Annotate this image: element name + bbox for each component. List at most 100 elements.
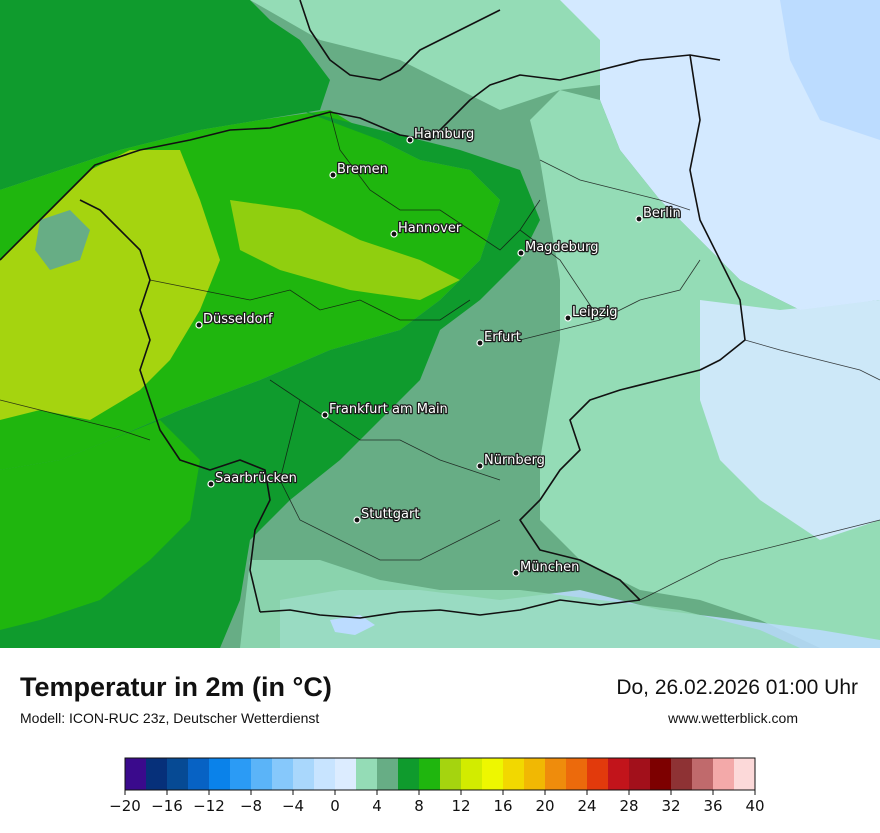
city-label-stuttgart: Stuttgart [361,507,419,522]
legend-swatch [461,758,483,790]
legend-swatch [251,758,273,790]
city-label-leipzig: Leipzig [572,305,618,320]
legend-swatch [167,758,189,790]
legend-tick-label: 32 [661,797,680,815]
city-label-berlin: Berlin [643,206,681,221]
city-dot-saarbr-cken [207,480,215,488]
footer: Temperatur in 2m (in °C) Modell: ICON-RU… [0,648,880,830]
region-lowlands-patch [230,200,460,300]
city-dot-n-rnberg [476,462,484,470]
legend-swatch [566,758,588,790]
legend-swatch [671,758,693,790]
city-dot-hannover [390,230,398,238]
city-dot-m-nchen [512,569,520,577]
legend-swatch [629,758,651,790]
city-label-hannover: Hannover [398,221,462,236]
legend-swatch [377,758,399,790]
legend-tick-label: 20 [535,797,554,815]
state-border-6 [519,229,601,321]
city-dot-d-sseldorf [195,321,203,329]
legend-swatch [356,758,378,790]
state-border-4 [279,399,501,561]
city-markers: Hamburg Bremen Berlin Hannover Magdeburg Düss… [195,126,682,577]
legend-tick-label: 8 [414,797,424,815]
coastline-denmark [299,0,501,81]
legend-tick-label: 36 [703,797,722,815]
border-west [79,199,271,613]
legend-swatch [650,758,672,790]
legend-tick-label: 12 [451,797,470,815]
city-label-d-sseldorf: Düsseldorf [203,312,273,327]
region-east-light [700,300,880,540]
state-border-10 [0,399,151,441]
city-dot-leipzig [564,314,572,322]
legend-swatch [440,758,462,790]
legend-swatch [545,758,567,790]
city-label-hamburg: Hamburg [414,127,474,142]
color-legend: −20 −16 −12 −8 −4 0 4 8 12 16 20 24 28 32 36 40 [0,748,880,828]
legend-tick-label: −8 [240,797,262,815]
city-label-frankfurt-am-main: Frankfurt am Main [329,402,448,417]
city-label-saarbr-cken: Saarbrücken [215,471,297,486]
legend-swatch [734,758,756,790]
model-info: Modell: ICON-RUC 23z, Deutscher Wetterdi… [20,710,320,726]
state-border-7 [539,159,691,211]
legend-tick-label: −4 [282,797,304,815]
map-title: Temperatur in 2m (in °C) [20,672,332,702]
legend-swatch [125,758,147,790]
legend-swatch [398,758,420,790]
legend-tick-label: 16 [493,797,512,815]
region-baltic-blue [780,0,880,140]
legend-swatch [188,758,210,790]
city-label-bremen: Bremen [337,162,388,177]
legend-swatch [419,758,441,790]
map-canvas: Hamburg Bremen Berlin Hannover Magdeburg Düss… [0,0,880,648]
legend-tick-label: 24 [577,797,596,815]
region-rhine-valley [0,420,200,630]
region-alps-mint [240,560,800,648]
legend-tick-label: 4 [372,797,382,815]
legend-tick-label: 28 [619,797,638,815]
city-dot-bremen [329,171,337,179]
legend-swatch [209,758,231,790]
state-border-1 [329,111,541,251]
city-dot-erfurt [476,339,484,347]
forecast-datetime: Do, 26.02.2026 01:00 Uhr [616,676,858,699]
borders [0,0,746,619]
city-label-magdeburg: Magdeburg [525,240,599,255]
city-label-n-rnberg: Nürnberg [484,453,545,468]
legend-swatch [335,758,357,790]
legend-tick-label: −12 [193,797,225,815]
legend-swatch [587,758,609,790]
legend-tick-label: 40 [745,797,764,815]
border-czech [519,369,701,601]
legend-tick-label: −20 [109,797,141,815]
legend-swatch [314,758,336,790]
legend-swatch [293,758,315,790]
city-dot-berlin [635,215,643,223]
region-north-sea [0,0,330,190]
legend-swatch [146,758,168,790]
legend-swatch [692,758,714,790]
legend-swatch [272,758,294,790]
state-border-2 [149,279,471,321]
legend-tick-label: 0 [330,797,340,815]
legend-swatch [713,758,735,790]
legend-frame [124,757,756,791]
lake-ijsselmeer [35,210,90,270]
legend-swatch [230,758,252,790]
coastline-north-sea [0,54,721,261]
border-south [259,599,641,619]
city-label-erfurt: Erfurt [484,330,521,345]
legend-swatch [503,758,525,790]
temperature-map[interactable]: Hamburg Bremen Berlin Hannover Magdeburg Düss… [0,0,880,648]
city-dot-stuttgart [353,516,361,524]
city-label-m-nchen: München [520,560,579,575]
legend-canvas: −20 −16 −12 −8 −4 0 4 8 12 16 20 24 28 32 36 40 [109,757,765,815]
legend-tick-label: −16 [151,797,183,815]
border-east [689,54,746,371]
state-border-9 [639,519,880,601]
city-dot-frankfurt-am-main [321,411,329,419]
state-border-8 [744,339,880,381]
website-link[interactable]: www.wetterblick.com [668,710,798,726]
